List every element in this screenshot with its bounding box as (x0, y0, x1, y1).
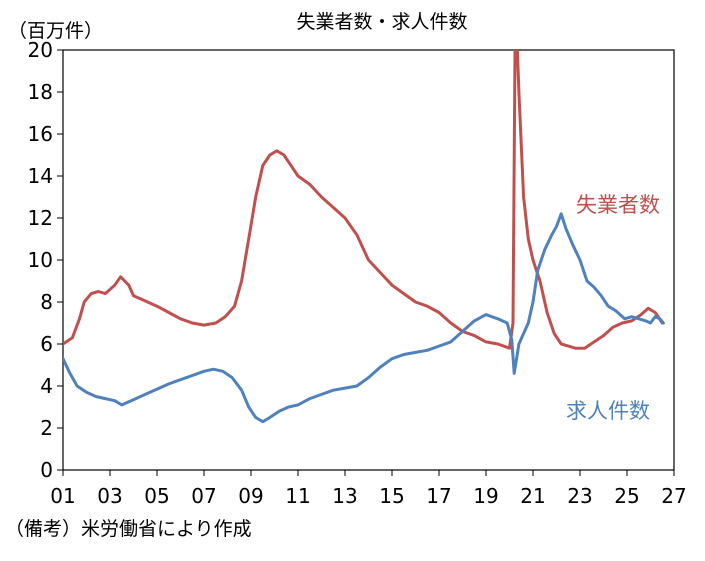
x-tick-label: 27 (661, 484, 686, 508)
x-tick-label: 01 (50, 484, 75, 508)
x-tick-label: 07 (191, 484, 216, 508)
y-tick-label: 16 (28, 122, 53, 146)
y-tick-label: 2 (40, 416, 53, 440)
series-layer (63, 50, 665, 424)
chart-title: 失業者数・求人件数 (296, 11, 467, 33)
series-label-unemployed: 失業者数 (576, 193, 660, 217)
x-tick-label: 13 (332, 484, 357, 508)
x-tick-label: 25 (614, 484, 639, 508)
source-note: （備考）米労働省により作成 (5, 518, 252, 540)
series-line-job-openings (63, 212, 665, 424)
x-tick-label: 19 (473, 484, 498, 508)
series-label-job-openings: 求人件数 (566, 399, 650, 423)
y-tick-label: 14 (28, 164, 53, 188)
y-axis-unit: （百万件） (8, 20, 103, 42)
x-tick-label: 23 (567, 484, 592, 508)
x-axis: 01 03 05 07 09 11 13 15 17 19 21 23 25 27 (50, 470, 687, 508)
y-tick-label: 0 (40, 458, 53, 482)
y-tick-label: 6 (40, 332, 53, 356)
x-tick-label: 09 (238, 484, 263, 508)
y-tick-label: 12 (28, 206, 53, 230)
x-tick-label: 03 (97, 484, 122, 508)
x-tick-label: 05 (144, 484, 169, 508)
y-tick-label: 8 (40, 290, 53, 314)
y-tick-label: 18 (28, 80, 53, 104)
x-tick-label: 21 (520, 484, 545, 508)
x-tick-label: 11 (285, 484, 310, 508)
series-line-unemployed (63, 50, 664, 350)
x-tick-label: 15 (379, 484, 404, 508)
x-tick-label: 17 (426, 484, 451, 508)
y-axis: 0 2 4 6 8 10 12 14 16 18 20 (28, 38, 63, 482)
y-tick-label: 4 (40, 374, 53, 398)
y-tick-label: 20 (28, 38, 53, 62)
y-tick-label: 10 (28, 248, 53, 272)
